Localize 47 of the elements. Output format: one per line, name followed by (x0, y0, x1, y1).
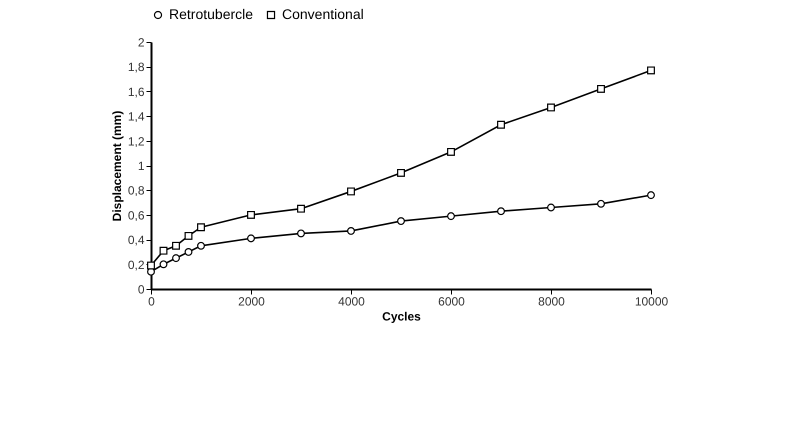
point (297, 204, 305, 213)
point (597, 84, 605, 93)
y-tick-label: 0 (138, 282, 145, 296)
point (447, 148, 455, 156)
x-tick-label: 2000 (238, 294, 266, 308)
y-tick-label: 1,6 (128, 84, 145, 99)
x-tick-label: 6000 (438, 294, 466, 308)
point (347, 227, 355, 235)
y-tick-label: 1,8 (128, 60, 145, 74)
point (172, 242, 180, 250)
legend-label: Retrotubercle (169, 6, 254, 22)
x-tick-label: 10000 (634, 294, 669, 308)
point (184, 232, 192, 240)
point (160, 246, 168, 255)
point (547, 204, 555, 212)
point (447, 212, 455, 220)
y-axis-title: Displacement (mm) (110, 110, 124, 222)
y-tick-label: 2 (138, 36, 145, 50)
point (647, 191, 655, 200)
y-tick-label: 1,4 (128, 110, 145, 124)
point (647, 66, 655, 74)
x-tick-label: 8000 (538, 294, 566, 308)
point (197, 242, 205, 250)
y-tick-label: 1,2 (128, 134, 145, 148)
x-tick-label: 4000 (338, 294, 366, 308)
point (347, 187, 355, 196)
point (547, 104, 555, 112)
point (197, 223, 205, 232)
x-tick-label: 0 (148, 294, 156, 308)
x-axis-title: Cycles (382, 310, 422, 324)
point (172, 254, 180, 262)
point (247, 234, 255, 242)
point (297, 229, 305, 238)
point (497, 207, 505, 216)
y-tick-label: 1 (138, 159, 145, 173)
y-tick-label: 0,8 (128, 184, 145, 198)
y-tick-label: 0,2 (128, 258, 145, 272)
point (597, 200, 605, 208)
point (247, 210, 255, 219)
point (397, 168, 405, 177)
y-tick-label: 0,4 (128, 233, 145, 248)
legend-label: Conventional (282, 6, 364, 22)
y-tick-label: 0,6 (128, 208, 145, 222)
point (397, 217, 405, 226)
point (160, 260, 168, 268)
point (184, 248, 192, 256)
point (497, 120, 505, 129)
